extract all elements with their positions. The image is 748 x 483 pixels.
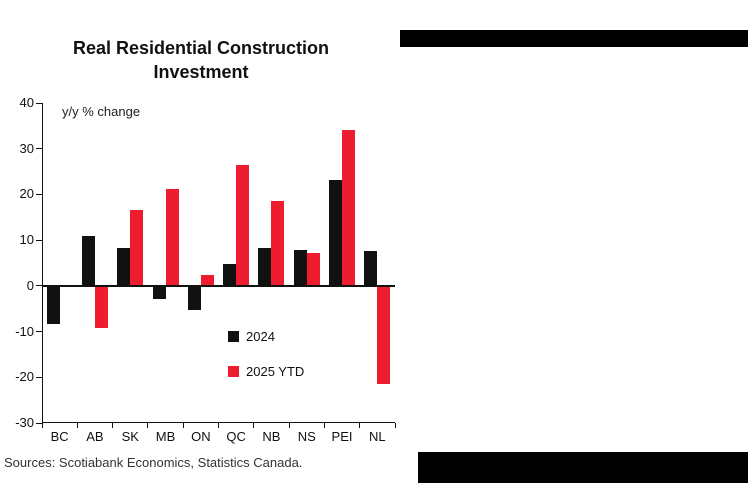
adjacent-black-banner-bottom	[418, 452, 748, 483]
bar-PEI-2025-ytd	[342, 130, 356, 286]
y-axis-label-0: 0	[26, 277, 34, 293]
chart-legend: 2024 2025 YTD	[228, 329, 304, 399]
x-tick-8	[323, 423, 325, 428]
y-axis-label-10: 10	[19, 232, 34, 248]
x-axis-label-PEI: PEI	[331, 429, 353, 444]
legend-swatch-2024	[228, 331, 239, 342]
y-axis-label-30: 30	[19, 140, 34, 156]
x-axis-label-NS: NS	[297, 429, 316, 444]
bar-NS-2024	[293, 249, 307, 286]
y-tick-30	[36, 148, 42, 150]
x-tick-4	[182, 423, 184, 428]
y-tick-40	[36, 102, 42, 104]
bar-NS-2025-ytd	[306, 253, 320, 286]
x-axis-label-BC: BC	[50, 429, 69, 444]
bar-NL-2025-ytd	[377, 285, 391, 385]
x-tick-0	[41, 423, 43, 428]
y-tick-0	[36, 285, 42, 287]
bar-MB-2024	[152, 285, 166, 299]
bar-SK-2024	[117, 248, 131, 286]
bar-NB-2024	[258, 248, 272, 286]
bar-AB-2025-ytd	[94, 285, 108, 328]
y-tick--10	[36, 331, 42, 333]
y-tick-10	[36, 239, 42, 241]
y-axis-label-40: 40	[19, 95, 34, 110]
x-axis-label-SK: SK	[121, 429, 139, 444]
x-axis-label-NB: NB	[262, 429, 281, 444]
bar-BC-2024	[46, 285, 60, 325]
x-tick-5	[218, 423, 219, 428]
x-tick-10	[394, 423, 396, 428]
chart-subtitle: y/y % change	[62, 104, 141, 119]
plot-area: 40 30 20 10 0 -10 -20 -30 BC AB SK MB ON QC NB NS PEI NL	[15, 95, 396, 444]
x-axis-label-ON: ON	[191, 429, 211, 444]
legend-item-2025-ytd: 2025 YTD	[228, 364, 304, 379]
y-tick--20	[36, 376, 42, 378]
legend-label-2024: 2024	[246, 329, 275, 344]
y-axis-label--10: -10	[15, 323, 34, 339]
x-axis-line	[42, 422, 395, 423]
x-axis-label-NL: NL	[369, 429, 386, 444]
bar-AB-2024	[81, 236, 95, 286]
y-tick-20	[36, 193, 42, 195]
legend-swatch-2025-ytd	[228, 366, 239, 377]
bar-PEI-2024	[329, 179, 343, 286]
x-axis-label-QC: QC	[226, 429, 246, 444]
sources-note: Sources: Scotiabank Economics, Statistic…	[4, 455, 303, 470]
legend-item-2024: 2024	[228, 329, 304, 344]
x-tick-3	[147, 423, 149, 428]
y-axis-label-20: 20	[19, 186, 34, 202]
chart-title: Real Residential Construction Investment	[72, 38, 330, 83]
x-tick-2	[112, 423, 114, 428]
x-tick-9	[359, 423, 361, 428]
zero-line	[42, 284, 395, 287]
bar-QC-2024	[223, 264, 237, 286]
x-tick-1	[76, 423, 78, 428]
bar-NL-2024	[364, 251, 378, 286]
bar-NB-2025-ytd	[271, 200, 285, 286]
x-axis-label-MB: MB	[155, 429, 176, 444]
x-tick-6	[253, 423, 255, 428]
y-axis-label--20: -20	[15, 369, 34, 385]
adjacent-black-banner-top	[400, 30, 748, 47]
bar-ON-2024	[187, 285, 201, 310]
bar-QC-2025-ytd	[236, 164, 250, 286]
y-axis-line	[42, 103, 43, 423]
y-tick--30	[36, 422, 42, 424]
legend-label-2025-ytd: 2025 YTD	[246, 364, 305, 379]
bar-ON-2025-ytd	[200, 274, 214, 286]
x-tick-7	[288, 423, 290, 428]
bar-SK-2025-ytd	[130, 210, 144, 286]
bar-MB-2025-ytd	[165, 188, 179, 286]
x-axis-label-AB: AB	[86, 429, 104, 444]
y-axis-label--30: -30	[15, 415, 34, 430]
